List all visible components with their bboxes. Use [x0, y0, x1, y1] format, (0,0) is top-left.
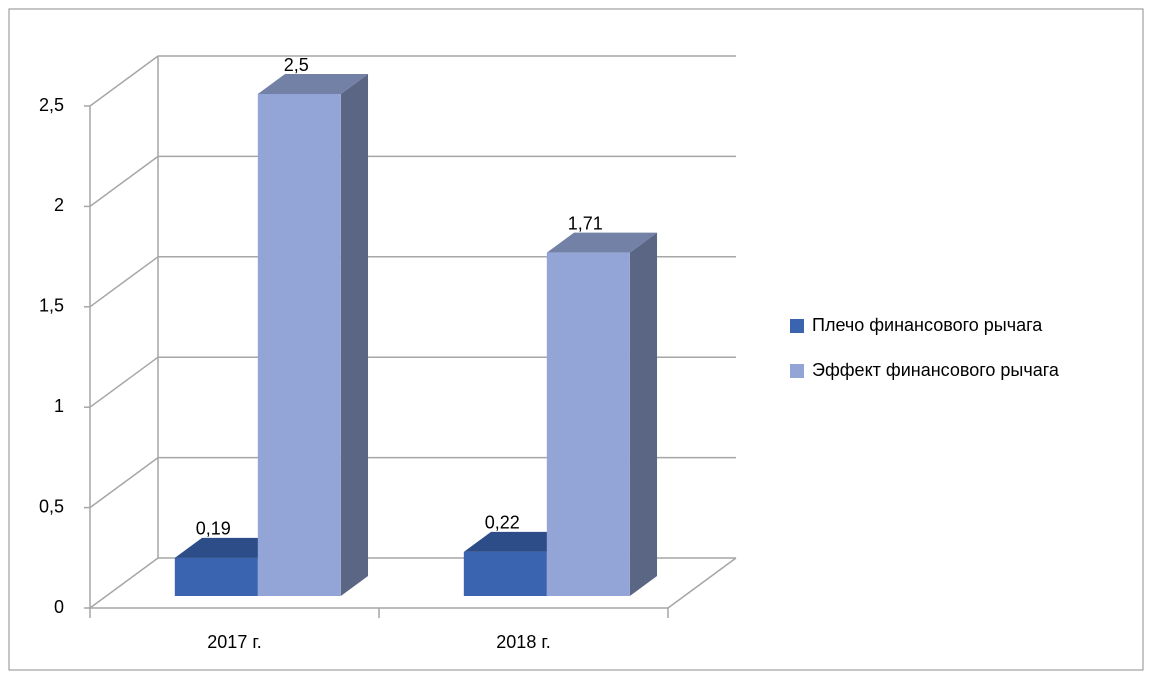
bar-side	[629, 232, 658, 596]
axis-line	[667, 557, 737, 609]
grid-line	[89, 557, 159, 609]
y-tick-label: 0,5	[39, 496, 64, 516]
bar-front	[463, 551, 547, 596]
data-label: 1,71	[568, 213, 603, 233]
y-tick-label: 0	[54, 597, 64, 617]
bar-top	[546, 232, 658, 253]
bar-front	[174, 557, 258, 596]
y-tick-label: 1	[54, 396, 64, 416]
bar-front	[257, 94, 341, 596]
y-tick-label: 2	[54, 195, 64, 215]
grid-line	[89, 55, 159, 107]
bar-top	[463, 531, 575, 552]
grid-line	[89, 155, 159, 208]
data-label: 0,22	[485, 513, 520, 533]
grid-line	[89, 356, 159, 408]
bar-side	[340, 74, 369, 596]
grid-line	[89, 256, 159, 308]
bar	[546, 232, 658, 596]
legend-swatch	[790, 319, 804, 333]
legend-swatch	[790, 364, 804, 378]
legend-label: Эффект финансового рычага	[812, 360, 1060, 380]
data-label: 0,19	[196, 519, 231, 539]
y-tick-label: 1,5	[39, 296, 64, 316]
y-tick-label: 2,5	[39, 95, 64, 115]
legend-label: Плечо финансового рычага	[812, 315, 1043, 335]
data-label: 2,5	[284, 55, 309, 75]
bar-top	[257, 74, 369, 94]
bar	[257, 74, 369, 596]
bar-top	[174, 537, 286, 558]
bar-front	[546, 252, 630, 596]
x-tick-label: 2017 г.	[207, 632, 261, 652]
x-tick-label: 2018 г.	[496, 632, 550, 652]
grid-line	[89, 456, 159, 509]
